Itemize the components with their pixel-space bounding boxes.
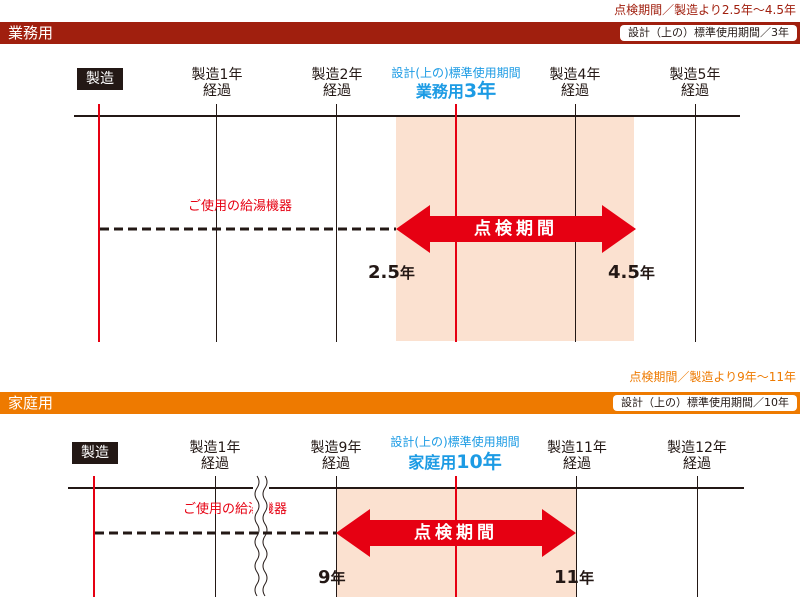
std-main-prefix: 家庭用 xyxy=(408,453,457,472)
col-line1: 製造5年 xyxy=(669,67,721,83)
year-value: 9 xyxy=(318,567,331,588)
business-col-label: 製造5年 経過 xyxy=(650,67,740,99)
business-mfg-line xyxy=(98,104,100,342)
business-year-line xyxy=(695,104,696,342)
col-line2: 経過 xyxy=(323,83,351,99)
col-line1: 製造12年 xyxy=(667,440,727,456)
household-year-line xyxy=(215,476,216,597)
household-title: 家庭用 xyxy=(8,394,54,412)
wavy-break-icon xyxy=(262,475,268,597)
double-left-right-arrow-icon xyxy=(336,509,576,557)
wavy-break-icon xyxy=(254,475,260,597)
household-timeline-axis xyxy=(68,487,744,489)
business-timeline-axis xyxy=(74,115,740,117)
household-mfg-line xyxy=(93,476,95,597)
col-line1: 製造1年 xyxy=(191,67,243,83)
col-line2: 経過 xyxy=(201,456,229,472)
col-line2: 経過 xyxy=(322,456,350,472)
col-line2: 経過 xyxy=(683,456,711,472)
col-line1: 製造11年 xyxy=(547,440,607,456)
household-year-line xyxy=(576,476,577,597)
household-std-main: 家庭用10年 xyxy=(355,452,555,473)
household-end-year: 11年 xyxy=(554,567,594,589)
col-line2: 経過 xyxy=(563,456,591,472)
business-band: 業務用 設計（上の）標準使用期間／3年 xyxy=(0,22,800,44)
business-std-pill: 設計（上の）標準使用期間／3年 xyxy=(620,25,797,41)
col-line1: 製造1年 xyxy=(189,440,241,456)
col-line1: 製造2年 xyxy=(311,67,363,83)
household-col-label: 製造1年 経過 xyxy=(170,440,260,472)
col-line1: 製造9年 xyxy=(310,440,362,456)
double-left-right-arrow-icon xyxy=(396,205,636,253)
col-line2: 経過 xyxy=(681,83,709,99)
household-top-note: 点検期間／製造より9年〜11年 xyxy=(629,370,796,384)
household-year-line xyxy=(697,476,698,597)
business-title: 業務用 xyxy=(8,24,54,42)
household-mfg-box: 製造 xyxy=(72,442,118,464)
household-col-label: 製造9年 経過 xyxy=(291,440,381,472)
business-top-note: 点検期間／製造より2.5年〜4.5年 xyxy=(614,3,796,17)
business-std-main: 業務用3年 xyxy=(356,81,556,102)
business-inspection-label: 点検期間 xyxy=(474,219,558,239)
year-value: 2.5 xyxy=(368,262,400,283)
household-start-year: 9年 xyxy=(318,567,346,589)
std-main-value: 10年 xyxy=(456,451,502,473)
household-col-label: 製造11年 経過 xyxy=(532,440,622,472)
business-year-line xyxy=(216,104,217,342)
business-start-year: 2.5年 xyxy=(368,262,415,284)
business-std-caption: 設計(上の)標準使用期間 xyxy=(391,66,521,80)
year-unit: 年 xyxy=(579,569,595,587)
business-year-line xyxy=(336,104,337,342)
household-band: 家庭用 設計（上の）標準使用期間／10年 xyxy=(0,392,800,414)
household-year-line xyxy=(336,476,337,597)
business-col-label: 製造4年 経過 xyxy=(530,67,620,99)
std-main-value: 3年 xyxy=(463,80,497,102)
col-line2: 経過 xyxy=(561,83,589,99)
std-main-prefix: 業務用 xyxy=(415,82,464,101)
household-std-pill: 設計（上の）標準使用期間／10年 xyxy=(613,395,797,411)
year-value: 11 xyxy=(554,567,580,588)
household-inspection-label: 点検期間 xyxy=(414,523,498,543)
business-device-label: ご使用の給湯機器 xyxy=(188,199,293,214)
business-end-year: 4.5年 xyxy=(608,262,655,284)
year-unit: 年 xyxy=(399,264,415,282)
col-line2: 経過 xyxy=(203,83,231,99)
col-line1: 製造4年 xyxy=(549,67,601,83)
business-col-label: 製造2年 経過 xyxy=(292,67,382,99)
household-std-caption: 設計(上の)標準使用期間 xyxy=(390,435,520,449)
household-col-label: 製造12年 経過 xyxy=(652,440,742,472)
business-mfg-box: 製造 xyxy=(77,68,123,90)
year-unit: 年 xyxy=(639,264,655,282)
business-col-label: 製造1年 経過 xyxy=(172,67,262,99)
year-unit: 年 xyxy=(330,569,346,587)
year-value: 4.5 xyxy=(608,262,640,283)
